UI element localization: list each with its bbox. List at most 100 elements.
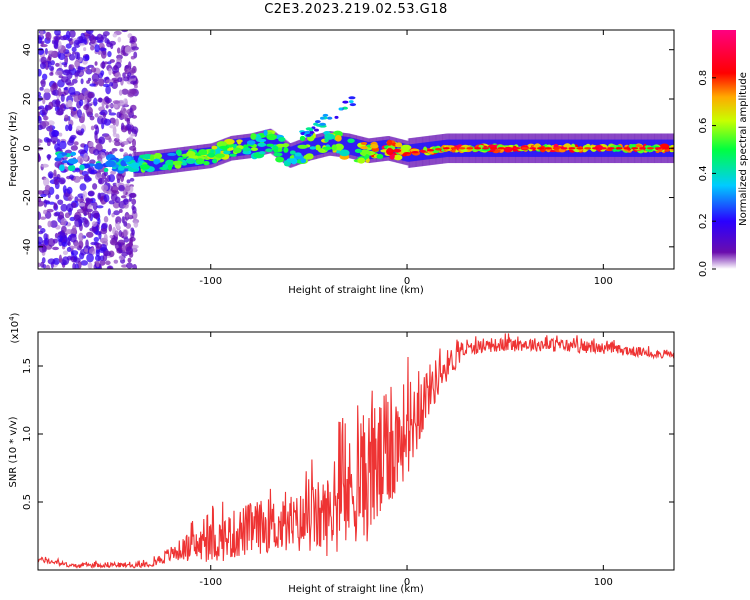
noise-speckle [114, 141, 121, 147]
signal-core [497, 147, 505, 150]
noise-speckle [116, 221, 121, 230]
noise-speckle [108, 266, 112, 269]
noise-speckle [43, 200, 51, 204]
noise-speckle [108, 223, 112, 232]
noise-speckle [97, 97, 104, 103]
signal-blob [370, 143, 379, 149]
signal-core [646, 147, 654, 150]
noise-speckle [79, 183, 87, 191]
signal-band [321, 136, 325, 154]
y-tick-label: -40 [22, 239, 33, 255]
noise-speckle [82, 55, 90, 62]
signal-band [184, 150, 187, 168]
noise-speckle [129, 192, 137, 199]
noise-speckle [51, 129, 59, 138]
noise-speckle [118, 255, 125, 261]
signal-blob [67, 158, 79, 164]
noise-speckle [38, 138, 42, 143]
noise-speckle [109, 239, 116, 245]
noise-speckle [87, 92, 94, 98]
signal-core [474, 147, 482, 150]
noise-speckle [38, 142, 41, 147]
noise-speckle [58, 177, 66, 185]
noise-speckle [87, 77, 92, 82]
noise-speckle [71, 46, 77, 53]
noise-speckle [68, 64, 74, 70]
noise-speckle [47, 238, 56, 247]
noise-speckle [131, 204, 135, 211]
signal-band [350, 137, 353, 155]
noise-speckle [84, 218, 89, 225]
noise-speckle [121, 113, 129, 120]
noise-speckle [130, 227, 135, 233]
noise-speckle [57, 235, 64, 243]
noise-speckle [77, 109, 83, 118]
noise-speckle [38, 95, 43, 102]
noise-speckle [59, 35, 68, 41]
noise-speckle [53, 169, 57, 177]
noise-speckle [105, 97, 112, 104]
signal-blob [273, 148, 278, 153]
signal-blob [167, 152, 177, 156]
noise-speckle [112, 132, 118, 138]
noise-speckle [72, 262, 76, 269]
noise-speckle [122, 72, 126, 78]
colorbar-tick-label: 0.6 [698, 118, 709, 134]
signal-core [662, 147, 670, 150]
signal-blob [211, 145, 218, 150]
signal-band [325, 135, 328, 153]
signal-blob [153, 152, 163, 159]
noise-speckle [121, 141, 130, 145]
noise-speckle [120, 122, 125, 131]
signal-band [151, 154, 154, 172]
noise-speckle [122, 229, 128, 237]
signal-blob [207, 152, 216, 158]
noise-speckle [124, 185, 131, 192]
noise-speckle [116, 133, 120, 140]
signal-blob [395, 142, 403, 148]
noise-speckle [107, 104, 115, 108]
signal-core [654, 147, 662, 150]
noise-speckle [98, 136, 106, 145]
signal-core [419, 150, 427, 153]
signal-core [434, 148, 442, 151]
noise-speckle [78, 208, 83, 213]
noise-speckle [85, 231, 94, 238]
noise-speckle [72, 51, 77, 55]
noise-speckle [123, 204, 129, 209]
noise-speckle [117, 77, 123, 83]
noise-speckle [88, 247, 96, 256]
noise-speckle [67, 38, 72, 42]
signal-band [354, 138, 358, 157]
signal-band [272, 134, 275, 152]
noise-speckle [76, 155, 85, 164]
noise-speckle [92, 201, 98, 211]
snr-layer [38, 333, 674, 569]
signal-blob [331, 144, 337, 151]
noise-speckle [65, 229, 73, 235]
noise-speckle [131, 126, 139, 135]
colorbar-tick-label: 0.0 [698, 261, 709, 277]
noise-speckle [132, 138, 137, 148]
signal-blob [149, 154, 155, 162]
signal-core [505, 147, 513, 150]
snr-ylabel: SNR (10 * v/v) [8, 416, 19, 487]
noise-speckle [95, 249, 100, 257]
signal-band [333, 135, 336, 153]
noise-speckle [89, 83, 97, 87]
noise-speckle [101, 122, 105, 130]
signal-band [368, 141, 372, 160]
signal-core [591, 147, 599, 150]
noise-speckle [72, 225, 77, 234]
noise-speckle [126, 179, 131, 184]
signal-blob [339, 149, 350, 157]
signal-band [370, 141, 373, 160]
noise-speckle [90, 125, 95, 131]
signal-blob [229, 153, 237, 157]
noise-speckle [59, 140, 67, 150]
x-tick-label: -100 [199, 577, 222, 588]
signal-core [576, 147, 584, 150]
signal-band [328, 134, 332, 153]
noise-speckle [103, 250, 111, 257]
signal-band [346, 136, 349, 155]
